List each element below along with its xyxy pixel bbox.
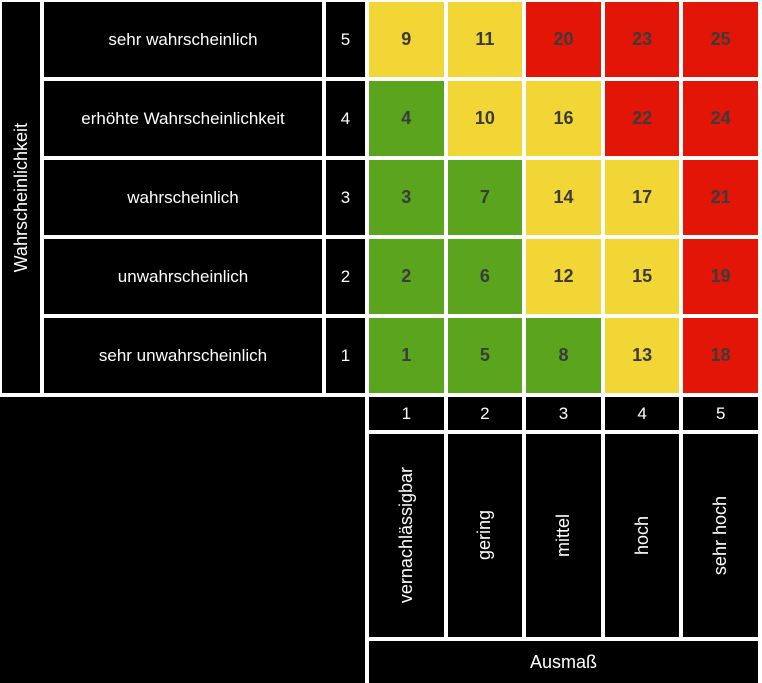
risk-cell: 25 [683, 2, 758, 77]
risk-cell: 9 [369, 2, 444, 77]
risk-cell: 13 [604, 318, 680, 393]
x-level: 4 [604, 397, 680, 430]
risk-cell: 12 [526, 239, 601, 314]
risk-cell: 1 [369, 318, 444, 393]
risk-cell: 14 [526, 160, 601, 235]
row-level: 1 [326, 318, 365, 393]
risk-cell: 24 [683, 81, 758, 156]
row-label: unwahrscheinlich [44, 239, 322, 314]
risk-cell: 10 [447, 81, 523, 156]
row-label: wahrscheinlich [44, 160, 322, 235]
x-level: 3 [526, 397, 601, 430]
risk-cell: 17 [604, 160, 680, 235]
risk-cell: 3 [369, 160, 444, 235]
x-label: gering [447, 434, 523, 637]
x-label: sehr hoch [683, 434, 758, 637]
risk-cell: 5 [447, 318, 523, 393]
risk-cell: 2 [369, 239, 444, 314]
risk-cell: 4 [369, 81, 444, 156]
risk-cell: 21 [683, 160, 758, 235]
risk-cell: 19 [683, 239, 758, 314]
risk-cell: 6 [447, 239, 523, 314]
x-label-text: hoch [631, 515, 652, 556]
x-label-text: mittel [552, 513, 573, 557]
risk-cell: 18 [683, 318, 758, 393]
y-axis-title: Wahrscheinlichkeit [2, 2, 40, 393]
y-axis-title-text: Wahrscheinlichkeit [10, 122, 31, 273]
row-label: sehr wahrscheinlich [44, 2, 322, 77]
risk-cell: 15 [604, 239, 680, 314]
x-label: mittel [526, 434, 601, 637]
x-label: hoch [604, 434, 680, 637]
row-label: erhöhte Wahrscheinlichkeit [44, 81, 322, 156]
risk-cell: 7 [447, 160, 523, 235]
risk-cell: 16 [526, 81, 601, 156]
x-level: 5 [683, 397, 758, 430]
risk-cell: 11 [447, 2, 523, 77]
x-axis-title-text: Ausmaß [529, 651, 597, 672]
x-axis-title: Ausmaß [369, 641, 758, 683]
filler-cell [0, 397, 365, 683]
risk-cell: 8 [526, 318, 601, 393]
x-label: vernachlässigbar [369, 434, 444, 637]
x-label-text: sehr hoch [710, 495, 731, 576]
row-level: 4 [326, 81, 365, 156]
risk-cell: 20 [526, 2, 601, 77]
risk-cell: 23 [604, 2, 680, 77]
risk-cell: 22 [604, 81, 680, 156]
x-level: 2 [447, 397, 523, 430]
x-level: 1 [369, 397, 444, 430]
x-label-text: gering [474, 510, 495, 561]
row-level: 2 [326, 239, 365, 314]
row-level: 3 [326, 160, 365, 235]
row-level: 5 [326, 2, 365, 77]
row-label: sehr unwahrscheinlich [44, 318, 322, 393]
x-label-text: vernachlässigbar [395, 467, 416, 604]
